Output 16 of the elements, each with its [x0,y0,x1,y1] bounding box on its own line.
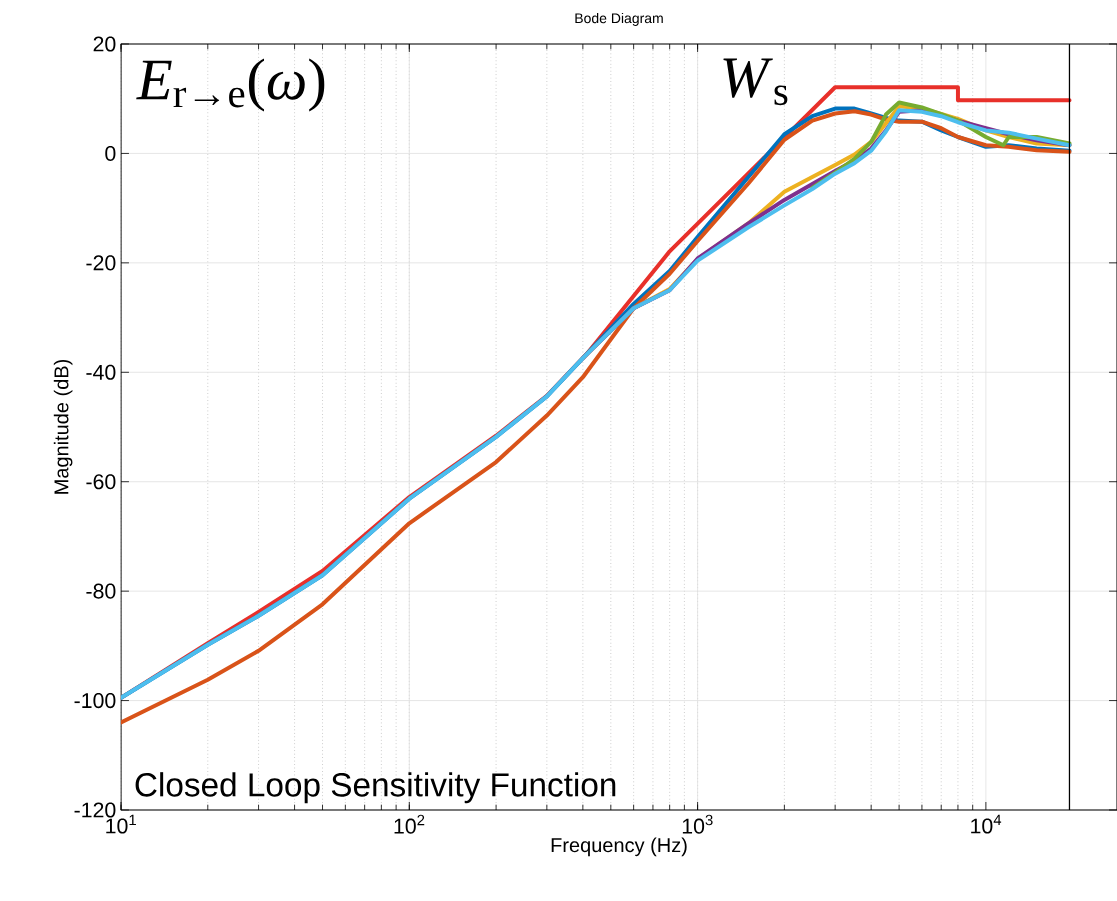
y-tick-label: 20 [93,36,116,52]
annotation: W$_{s}$ [723,58,788,106]
chart-title: Bode Diagram [575,12,663,26]
y-tick-label: -20 [86,255,116,271]
x-tick-label: 10$^{3}$ [682,814,713,834]
annotation: Closed Loop Sensitivity Function [135,772,616,804]
y-tick-label: -100 [74,693,116,709]
y-tick-label: -40 [86,364,116,380]
y-axis-title: Magnitude (dB) [53,359,73,494]
x-tick-label: 10$^{4}$ [971,814,1002,834]
x-tick-label: 10$^{2}$ [394,814,425,834]
annotation: E$_{r→e}$(ω) [136,58,325,112]
y-tick-label: -60 [86,474,116,490]
y-tick-label: -80 [86,583,116,599]
x-axis-title: Frequency (Hz) [551,837,687,857]
y-tick-label: 0 [105,145,116,161]
